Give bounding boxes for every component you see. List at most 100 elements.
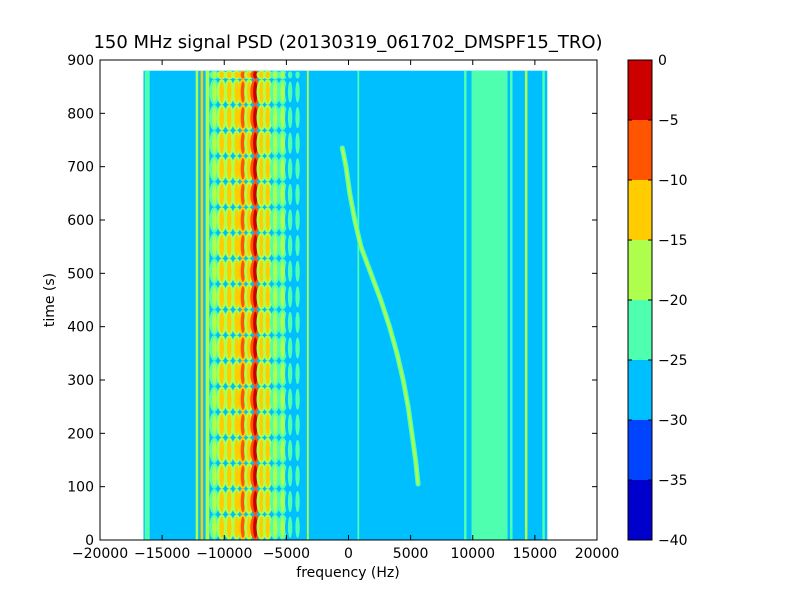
heatmap-cell bbox=[265, 106, 270, 129]
x-tick-label: 10000 bbox=[450, 546, 495, 562]
heatmap-cell bbox=[227, 465, 232, 487]
heatmap-cell bbox=[295, 337, 300, 359]
heatmap-cell bbox=[265, 286, 270, 308]
heatmap-cell bbox=[212, 260, 217, 282]
heatmap-cell bbox=[227, 234, 232, 257]
heatmap-cell bbox=[227, 490, 232, 513]
heatmap-cell bbox=[280, 388, 285, 410]
heatmap-cell bbox=[234, 132, 239, 154]
heatmap-cell bbox=[212, 234, 217, 257]
heatmap-cell bbox=[253, 337, 258, 359]
heatmap-cell bbox=[212, 414, 217, 436]
heatmap-cell bbox=[227, 439, 232, 462]
y-tick-label: 0 bbox=[85, 533, 94, 549]
heatmap-cell bbox=[295, 465, 300, 487]
heatmap-cell bbox=[253, 465, 258, 487]
heatmap-cell bbox=[212, 158, 217, 180]
heatmap-cell bbox=[240, 388, 246, 410]
heatmap-cell bbox=[280, 71, 285, 79]
heatmap-cell bbox=[246, 439, 252, 462]
heatmap-cell bbox=[287, 311, 293, 334]
heatmap-cell bbox=[287, 183, 293, 206]
heatmap-cell bbox=[234, 71, 239, 79]
heatmap-cell bbox=[253, 388, 258, 410]
colorbar-segment bbox=[628, 480, 652, 540]
heatmap-cell bbox=[227, 516, 232, 538]
heatmap-cell bbox=[240, 81, 246, 103]
colorbar-tick-label: 0 bbox=[658, 53, 667, 69]
heatmap-cell bbox=[219, 234, 224, 257]
heatmap-band bbox=[195, 70, 199, 540]
heatmap-cell bbox=[212, 490, 217, 513]
heatmap-cell bbox=[287, 362, 293, 385]
heatmap-cell bbox=[280, 234, 285, 257]
heatmap-cell bbox=[287, 260, 293, 282]
heatmap-cell bbox=[259, 71, 264, 79]
heatmap-cell bbox=[219, 490, 224, 513]
y-tick-label: 500 bbox=[67, 266, 94, 282]
colorbar-segment bbox=[628, 120, 652, 180]
heatmap-cell bbox=[280, 414, 285, 436]
heatmap-cell bbox=[246, 388, 252, 410]
heatmap-cell bbox=[212, 183, 217, 206]
heatmap-cell bbox=[234, 81, 239, 103]
heatmap-cell bbox=[272, 106, 278, 129]
x-axis-label: frequency (Hz) bbox=[296, 565, 399, 581]
heatmap-cell bbox=[272, 465, 278, 487]
heatmap-cell bbox=[234, 490, 239, 513]
heatmap-cell bbox=[240, 516, 246, 538]
y-tick-label: 800 bbox=[67, 106, 94, 122]
heatmap-cell bbox=[227, 209, 232, 231]
heatmap-cell bbox=[259, 132, 264, 154]
heatmap-band bbox=[144, 70, 150, 540]
heatmap-cell bbox=[240, 71, 246, 79]
heatmap-cell bbox=[212, 362, 217, 385]
heatmap-cell bbox=[253, 132, 258, 154]
heatmap-cell bbox=[259, 260, 264, 282]
x-tick-label: −20000 bbox=[72, 546, 128, 562]
heatmap-cell bbox=[219, 260, 224, 282]
heatmap-cell bbox=[295, 234, 300, 257]
heatmap-cell bbox=[295, 414, 300, 436]
colorbar-tick-label: −5 bbox=[658, 113, 679, 129]
heatmap-cell bbox=[280, 311, 285, 334]
heatmap-cell bbox=[287, 465, 293, 487]
heatmap-cell bbox=[219, 81, 224, 103]
heatmap-cell bbox=[253, 362, 258, 385]
heatmap-cell bbox=[287, 414, 293, 436]
heatmap-column bbox=[262, 70, 273, 540]
heatmap-cell bbox=[259, 81, 264, 103]
heatmap-cell bbox=[259, 106, 264, 129]
heatmap-cell bbox=[259, 286, 264, 308]
x-tick-label: 0 bbox=[344, 546, 353, 562]
heatmap-cell bbox=[246, 260, 252, 282]
heatmap-band bbox=[471, 70, 508, 540]
heatmap-cell bbox=[240, 209, 246, 231]
heatmap-cell bbox=[234, 311, 239, 334]
heatmap-cell bbox=[253, 209, 258, 231]
heatmap-cell bbox=[227, 81, 232, 103]
colorbar-tick-label: −25 bbox=[658, 353, 688, 369]
heatmap-cell bbox=[227, 260, 232, 282]
heatmap-cell bbox=[259, 516, 264, 538]
heatmap-cell bbox=[227, 158, 232, 180]
heatmap-cell bbox=[219, 209, 224, 231]
y-tick-label: 200 bbox=[67, 426, 94, 442]
heatmap-cell bbox=[272, 209, 278, 231]
heatmap-cell bbox=[280, 81, 285, 103]
heatmap-band bbox=[200, 70, 204, 540]
heatmap-band bbox=[542, 70, 545, 540]
heatmap-cell bbox=[219, 414, 224, 436]
heatmap-cell bbox=[227, 311, 232, 334]
heatmap-cell bbox=[272, 516, 278, 538]
heatmap-cell bbox=[227, 183, 232, 206]
heatmap-column bbox=[270, 70, 281, 540]
heatmap-band bbox=[464, 70, 467, 540]
x-tick-label: −10000 bbox=[196, 546, 252, 562]
heatmap-cell bbox=[295, 388, 300, 410]
heatmap-band bbox=[524, 70, 528, 540]
heatmap-cell bbox=[219, 132, 224, 154]
heatmap-cell bbox=[253, 183, 258, 206]
heatmap-cell bbox=[287, 286, 293, 308]
